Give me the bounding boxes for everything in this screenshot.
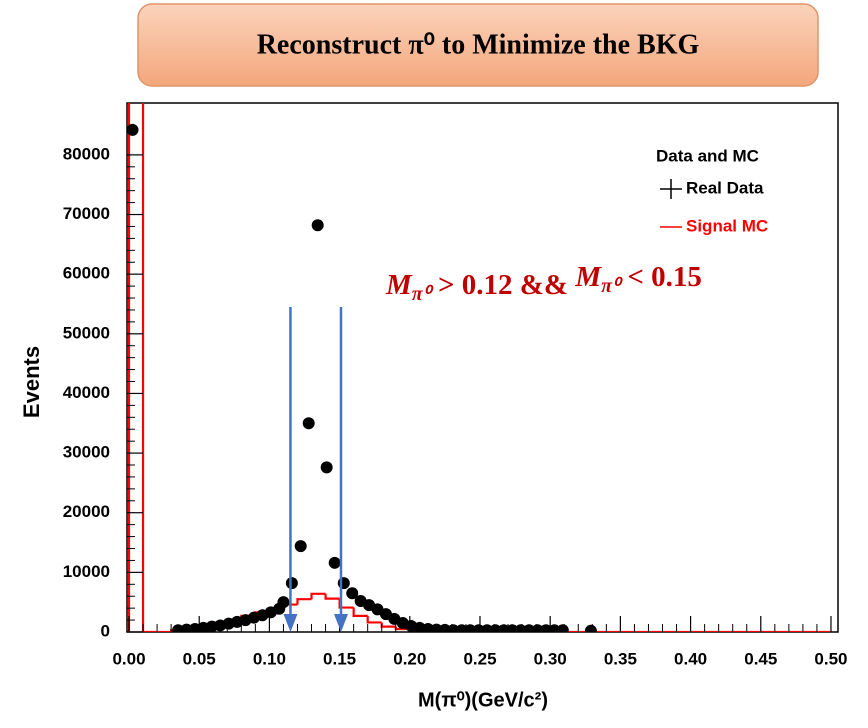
data-point bbox=[337, 577, 350, 590]
data-point bbox=[320, 461, 333, 474]
legend-label: Signal MC bbox=[686, 216, 768, 235]
data-point bbox=[285, 577, 298, 590]
x-tick-label: 0.50 bbox=[814, 649, 847, 668]
x-tick-label: 0.10 bbox=[253, 649, 286, 668]
x-tick-label: 0.15 bbox=[323, 649, 356, 668]
y-tick-label: 20000 bbox=[63, 502, 110, 521]
x-tick-label: 0.00 bbox=[112, 649, 145, 668]
mc-bin bbox=[310, 592, 326, 600]
data-point bbox=[277, 596, 290, 609]
y-tick-label: 40000 bbox=[63, 383, 110, 402]
annotation: Mπ⁰ > 0.12 && Mπ⁰ < 0.15 bbox=[385, 261, 702, 305]
mc-bin bbox=[141, 103, 158, 632]
data-point bbox=[294, 540, 307, 553]
data-point bbox=[328, 556, 341, 569]
y-tick-label: 30000 bbox=[63, 443, 110, 462]
annotation-part: π⁰ bbox=[601, 275, 623, 297]
arrow-head bbox=[333, 614, 348, 632]
annotation-part: M bbox=[385, 269, 413, 301]
y-tick-label: 50000 bbox=[63, 323, 110, 342]
mc-bin bbox=[127, 103, 131, 632]
y-tick-label: 0 bbox=[101, 621, 110, 640]
x-tick-label: 0.05 bbox=[183, 649, 216, 668]
data-point bbox=[311, 219, 324, 232]
mc-bin bbox=[352, 607, 368, 617]
x-tick-label: 0.25 bbox=[463, 649, 496, 668]
x-tick-label: 0.30 bbox=[534, 649, 567, 668]
mc-bin bbox=[296, 598, 312, 605]
annotation-part: > 0.12 && bbox=[431, 269, 576, 301]
chart-title: Reconstruct π⁰ to Minimize the BKG bbox=[257, 29, 700, 60]
x-tick-label: 0.35 bbox=[604, 649, 637, 668]
mc-bin bbox=[366, 615, 382, 624]
arrow-head bbox=[283, 614, 298, 632]
title-box bbox=[137, 3, 819, 87]
x-axis-label: M(π⁰)(GeV/c²) bbox=[418, 689, 548, 711]
y-axis-label: Events bbox=[19, 346, 44, 418]
annotation-part: M bbox=[574, 261, 602, 293]
data-point bbox=[302, 417, 315, 430]
y-tick-label: 70000 bbox=[63, 204, 110, 223]
data-point bbox=[584, 624, 597, 632]
x-tick-label: 0.45 bbox=[744, 649, 777, 668]
data-point bbox=[127, 123, 139, 136]
data-point bbox=[556, 624, 569, 632]
mc-bin bbox=[338, 598, 354, 609]
x-tick-label: 0.40 bbox=[674, 649, 707, 668]
annotation-part: π⁰ bbox=[412, 283, 434, 305]
mc-bin bbox=[324, 593, 340, 600]
annotation-part: < 0.15 bbox=[620, 261, 702, 293]
y-tick-label: 80000 bbox=[63, 144, 110, 163]
plot-area bbox=[127, 103, 831, 632]
y-tick-label: 60000 bbox=[63, 264, 110, 283]
data-point bbox=[346, 587, 359, 600]
x-tick-label: 0.20 bbox=[393, 649, 426, 668]
y-tick-label: 10000 bbox=[63, 562, 110, 581]
legend-label: Real Data bbox=[686, 178, 764, 197]
legend-title: Data and MC bbox=[656, 146, 759, 165]
